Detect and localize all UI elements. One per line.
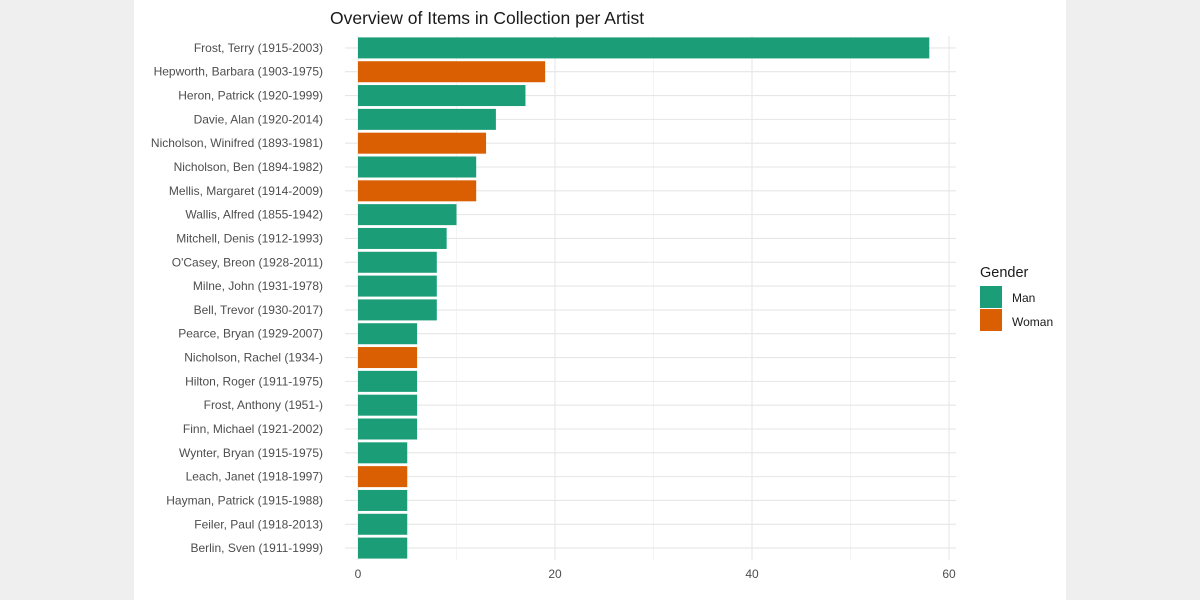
y-tick-label: Frost, Anthony (1951-) (204, 398, 323, 412)
y-tick-label: Pearce, Bryan (1929-2007) (178, 327, 323, 341)
bar (358, 370, 418, 392)
x-tick-label: 60 (942, 567, 956, 581)
bar (358, 251, 437, 273)
legend-key-woman (980, 309, 1002, 331)
y-tick-label: Davie, Alan (1920-2014) (194, 112, 323, 126)
y-tick-label: O'Casey, Breon (1928-2011) (172, 255, 323, 269)
y-tick-label: Nicholson, Winifred (1893-1981) (151, 136, 323, 150)
bar (358, 132, 487, 154)
bar (358, 37, 930, 59)
chart-title: Overview of Items in Collection per Arti… (330, 8, 644, 28)
x-tick-label: 40 (745, 567, 759, 581)
y-tick-label: Milne, John (1931-1978) (193, 279, 323, 293)
y-tick-label: Frost, Terry (1915-2003) (194, 41, 323, 55)
bar (358, 442, 408, 464)
bar (358, 489, 408, 511)
y-tick-label: Mellis, Margaret (1914-2009) (169, 184, 323, 198)
bars (358, 37, 930, 559)
y-tick-label: Finn, Michael (1921-2002) (183, 422, 323, 436)
bar (358, 108, 496, 130)
legend-label-man: Man (1012, 291, 1035, 305)
y-tick-label: Nicholson, Ben (1894-1982) (174, 160, 323, 174)
bar (358, 204, 457, 226)
x-tick-label: 0 (355, 567, 362, 581)
y-tick-label: Hilton, Roger (1911-1975) (185, 374, 323, 388)
legend-key-man (980, 286, 1002, 308)
bar (358, 323, 418, 345)
x-axis-labels: 0 20 40 60 (355, 567, 956, 581)
y-tick-label: Heron, Patrick (1920-1999) (178, 89, 323, 103)
y-tick-label: Mitchell, Denis (1912-1993) (176, 231, 323, 245)
y-tick-label: Nicholson, Rachel (1934-) (184, 351, 323, 365)
bar (358, 275, 437, 297)
bar (358, 513, 408, 535)
bar (358, 299, 437, 321)
bar-chart: Overview of Items in Collection per Arti… (151, 8, 1053, 581)
y-tick-label: Wallis, Alfred (1855-1942) (185, 208, 323, 222)
y-tick-label: Wynter, Bryan (1915-1975) (179, 446, 323, 460)
y-tick-label: Hayman, Patrick (1915-1988) (166, 493, 323, 507)
legend-title: Gender (980, 265, 1029, 281)
y-tick-label: Bell, Trevor (1930-2017) (194, 303, 323, 317)
bar (358, 347, 418, 369)
y-tick-label: Leach, Janet (1918-1997) (186, 470, 323, 484)
bar (358, 85, 526, 107)
bar (358, 180, 477, 202)
bar (358, 418, 418, 440)
legend: Gender Man Woman (980, 265, 1053, 331)
y-tick-label: Feiler, Paul (1918-2013) (194, 517, 323, 531)
bar (358, 537, 408, 559)
bar (358, 156, 477, 178)
legend-label-woman: Woman (1012, 315, 1053, 329)
chart-panel: Overview of Items in Collection per Arti… (134, 0, 1066, 600)
bar (358, 61, 546, 83)
bar (358, 227, 447, 249)
x-tick-label: 20 (548, 567, 562, 581)
y-axis-labels: Frost, Terry (1915-2003) Hepworth, Barbar… (151, 41, 323, 555)
y-tick-label: Hepworth, Barbara (1903-1975) (154, 65, 323, 79)
bar (358, 466, 408, 488)
bar (358, 394, 418, 416)
y-tick-label: Berlin, Sven (1911-1999) (190, 541, 323, 555)
